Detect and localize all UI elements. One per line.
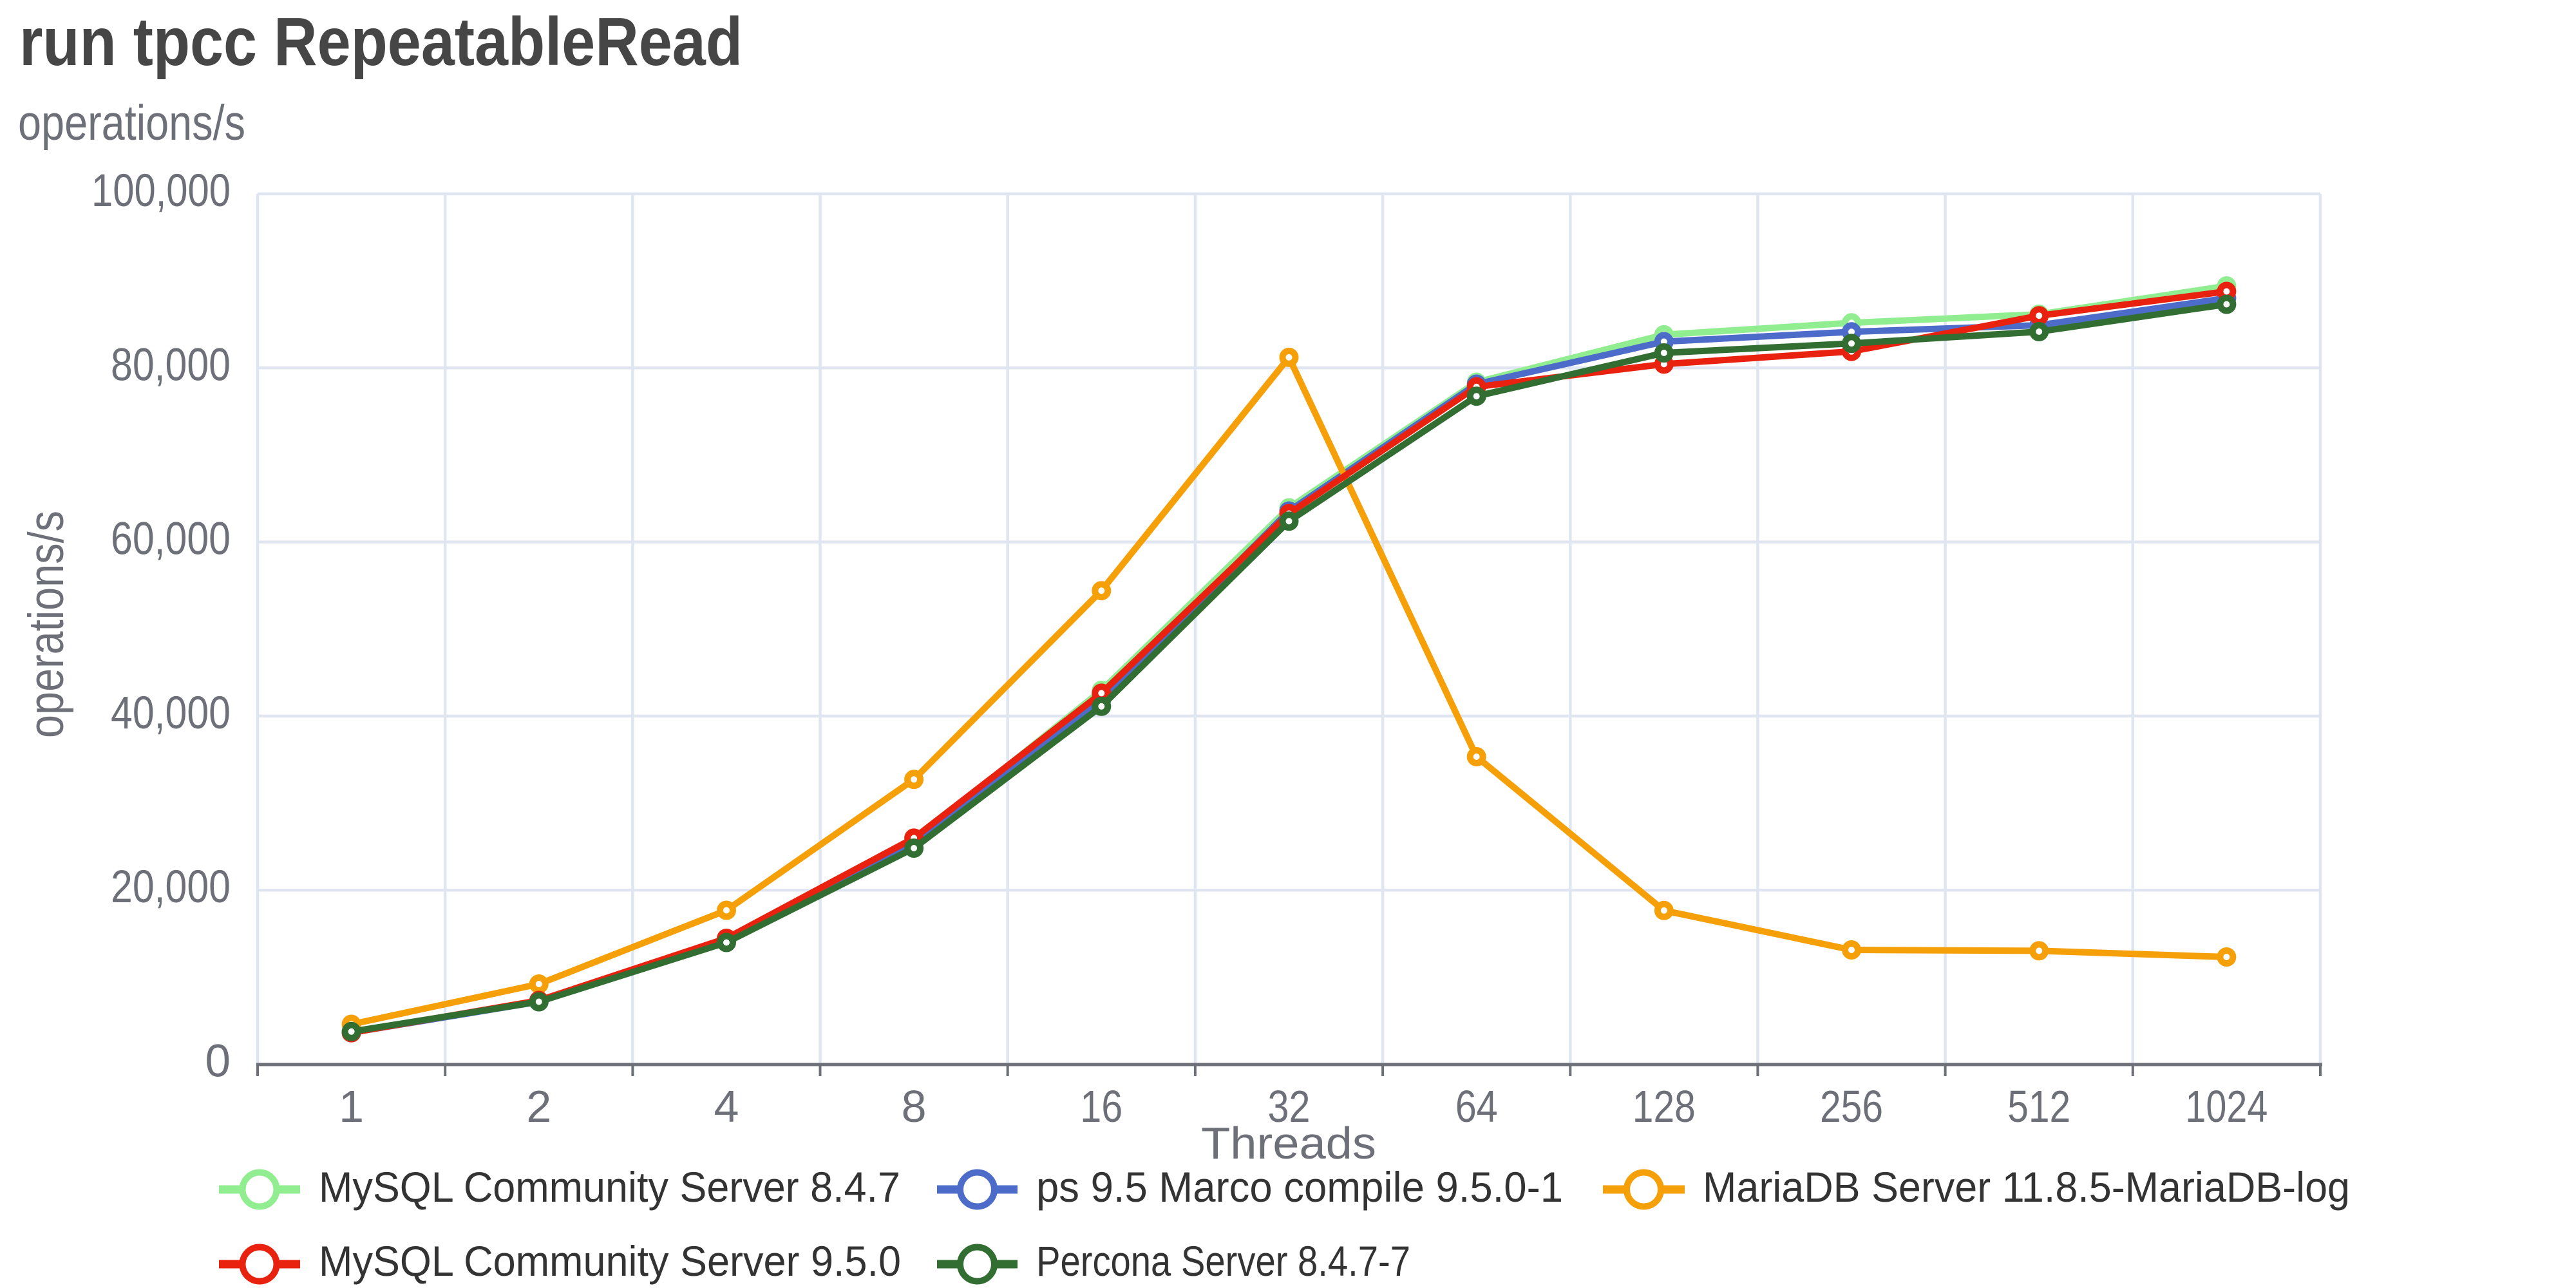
svg-text:40,000: 40,000 bbox=[111, 688, 231, 739]
svg-text:operations/s: operations/s bbox=[18, 95, 245, 151]
svg-text:100,000: 100,000 bbox=[91, 166, 231, 216]
svg-text:0: 0 bbox=[205, 1036, 231, 1087]
svg-text:1024: 1024 bbox=[2185, 1081, 2268, 1132]
svg-text:32: 32 bbox=[1268, 1081, 1311, 1132]
svg-text:60,000: 60,000 bbox=[111, 514, 231, 565]
svg-text:512: 512 bbox=[2007, 1081, 2070, 1132]
svg-text:MySQL Community Server 8.4.7: MySQL Community Server 8.4.7 bbox=[319, 1163, 900, 1211]
svg-text:1: 1 bbox=[339, 1081, 364, 1132]
svg-text:run tpcc RepeatableRead: run tpcc RepeatableRead bbox=[19, 4, 743, 80]
svg-text:MySQL Community Server 9.5.0: MySQL Community Server 9.5.0 bbox=[319, 1237, 901, 1285]
svg-text:128: 128 bbox=[1633, 1081, 1696, 1132]
svg-text:MariaDB Server 11.8.5-MariaDB-: MariaDB Server 11.8.5-MariaDB-log bbox=[1703, 1163, 2350, 1211]
svg-text:80,000: 80,000 bbox=[111, 339, 231, 390]
svg-text:Threads: Threads bbox=[1201, 1118, 1376, 1168]
svg-text:4: 4 bbox=[714, 1081, 739, 1132]
svg-text:Percona Server 8.4.7-7: Percona Server 8.4.7-7 bbox=[1036, 1237, 1410, 1285]
svg-text:256: 256 bbox=[1820, 1081, 1883, 1132]
svg-text:ps 9.5 Marco compile 9.5.0-1: ps 9.5 Marco compile 9.5.0-1 bbox=[1036, 1163, 1563, 1211]
svg-text:64: 64 bbox=[1455, 1081, 1498, 1132]
svg-text:20,000: 20,000 bbox=[111, 862, 231, 913]
svg-text:16: 16 bbox=[1080, 1081, 1122, 1132]
svg-text:8: 8 bbox=[902, 1081, 927, 1132]
svg-text:operations/s: operations/s bbox=[19, 511, 74, 738]
svg-text:2: 2 bbox=[526, 1081, 551, 1132]
